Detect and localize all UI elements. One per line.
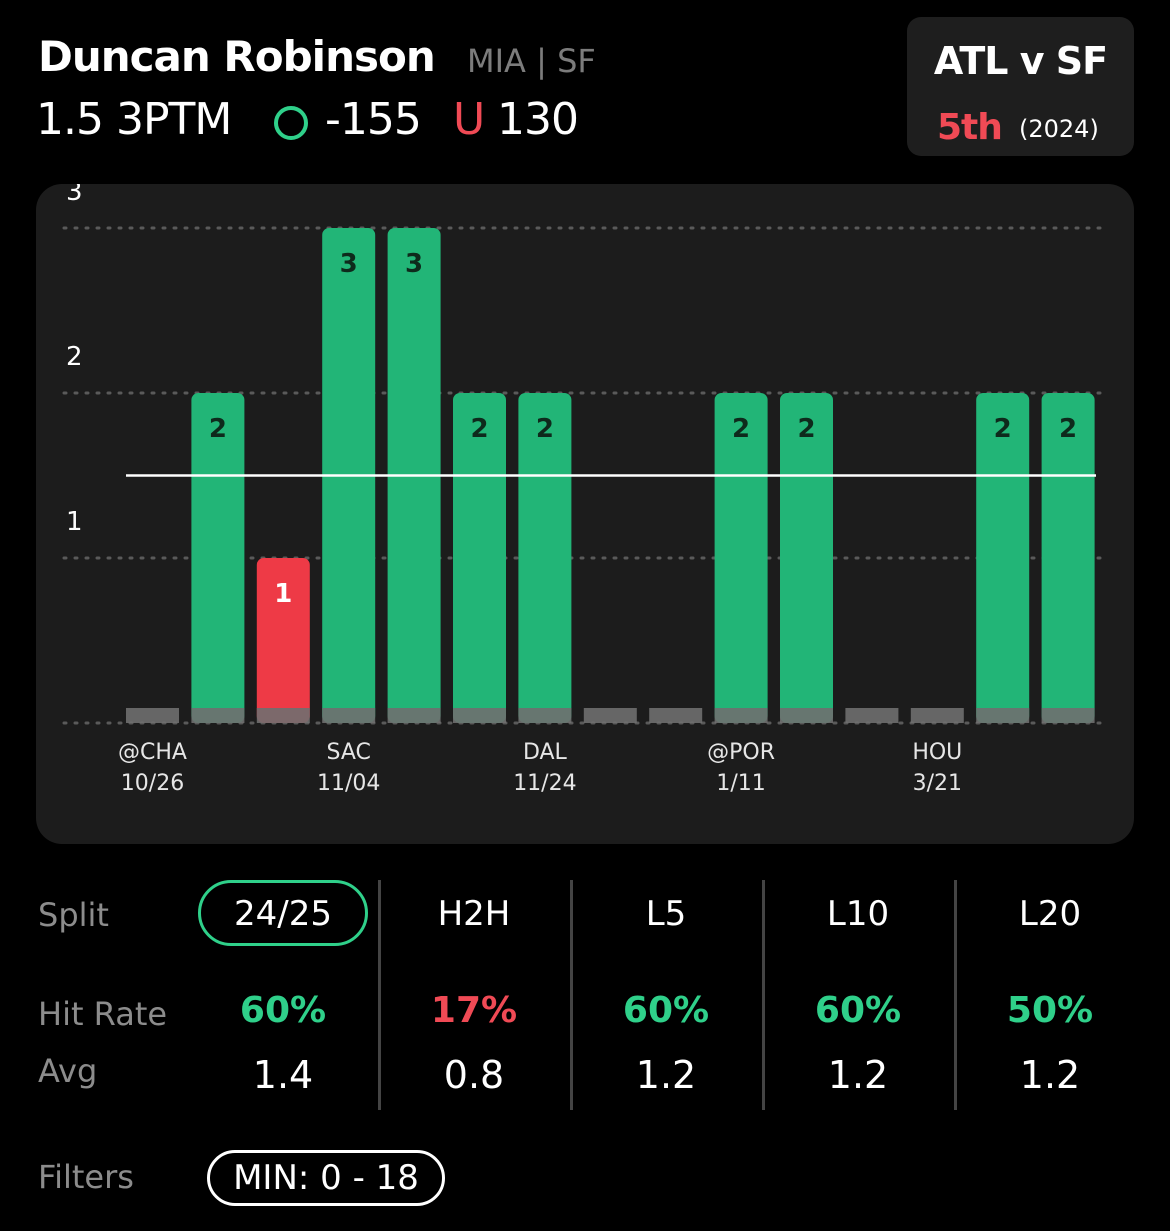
bar-value-label: 1 [274,579,292,609]
matchup-rank: 5th [937,107,1003,148]
split-tab-season[interactable]: 24/25 [234,894,332,934]
avg-label: Avg [38,1052,98,1090]
hit-rate-l20: 50% [1006,990,1094,1031]
under-odds[interactable]: 130 [497,94,579,145]
bar-value-label: 2 [470,414,488,444]
x-tick-opponent: SAC [326,740,370,765]
x-tick-opponent: @POR [707,740,775,765]
bar-base [976,708,1030,723]
team-info: MIA | SF [467,42,596,80]
avg-l20: 1.2 [1019,1053,1081,1097]
bar-value-label: 2 [732,414,750,444]
divider [570,880,573,1110]
bar-value-label: 2 [209,414,227,444]
bar-base [256,708,310,723]
filters-label: Filters [38,1158,134,1196]
game-log-chart: 1 2 3 2 1 3 3 2 2 2 2 2 2 @CHA 10/26 SAC 11/04 DAL 11/24 @P… [36,184,1134,844]
bar-base [126,708,179,723]
x-tick-date: 1/11 [716,771,765,796]
split-selected-outline [198,880,368,946]
split-tab-l20[interactable]: L20 [1018,894,1082,934]
bar-base [1041,708,1095,723]
bar-base [453,708,506,723]
over-icon [274,106,308,140]
bar-base [191,708,245,723]
avg-season: 1.4 [252,1053,314,1097]
hit-rate-label: Hit Rate [38,995,168,1033]
under-label: U [453,94,486,145]
minutes-filter-button[interactable]: MIN: 0 - 18 [207,1150,445,1206]
x-tick-date: 11/04 [317,771,380,796]
divider [762,880,765,1110]
x-tick-date: 11/24 [513,771,576,796]
split-tab-h2h[interactable]: H2H [437,894,511,934]
bar-base [518,708,572,723]
bar-base [714,708,768,723]
bar-base [845,708,899,723]
player-name: Duncan Robinson [38,32,436,81]
y-tick-label: 1 [66,507,83,537]
bar-base [387,708,441,723]
bar-base [322,708,376,723]
bar-base [649,708,703,723]
divider [378,880,381,1110]
bar-base [910,708,964,723]
split-label: Split [38,896,109,934]
hit-rate-h2h: 17% [430,990,518,1031]
matchup-card[interactable]: ATL v SF 5th (2024) [907,17,1134,156]
over-odds[interactable]: -155 [325,94,422,145]
avg-l10: 1.2 [827,1053,889,1097]
bar-value-label: 2 [536,414,554,444]
matchup-year: (2024) [1019,115,1099,143]
bar-value-label: 2 [994,414,1012,444]
hit-rate-l5: 60% [622,990,710,1031]
prop-line: 1.5 3PTM [36,94,232,145]
x-tick-opponent: DAL [523,740,568,765]
avg-h2h: 0.8 [443,1053,505,1097]
chart-svg: 1 2 3 2 1 3 3 2 2 2 2 2 2 @CHA 10/26 SAC 11/04 DAL 11/24 @P… [62,184,1104,796]
bar-value-label: 2 [1059,414,1077,444]
y-tick-label: 3 [66,184,83,207]
divider [954,880,957,1110]
x-tick-opponent: @CHA [118,740,187,765]
y-tick-label: 2 [66,342,83,372]
bar-value-label: 3 [340,249,358,279]
x-tick-date: 3/21 [913,771,962,796]
hit-rate-l10: 60% [814,990,902,1031]
bar-base [583,708,637,723]
split-tab-l10[interactable]: L10 [826,894,890,934]
bar-base [780,708,833,723]
x-tick-opponent: HOU [912,740,962,765]
avg-l5: 1.2 [635,1053,697,1097]
bar [256,558,310,723]
matchup-title: ATL v SF [933,39,1108,83]
hit-rate-season: 60% [239,990,327,1031]
bar-value-label: 3 [405,249,423,279]
x-tick-date: 10/26 [121,771,184,796]
bar-value-label: 2 [797,414,815,444]
split-tab-l5[interactable]: L5 [645,894,687,934]
